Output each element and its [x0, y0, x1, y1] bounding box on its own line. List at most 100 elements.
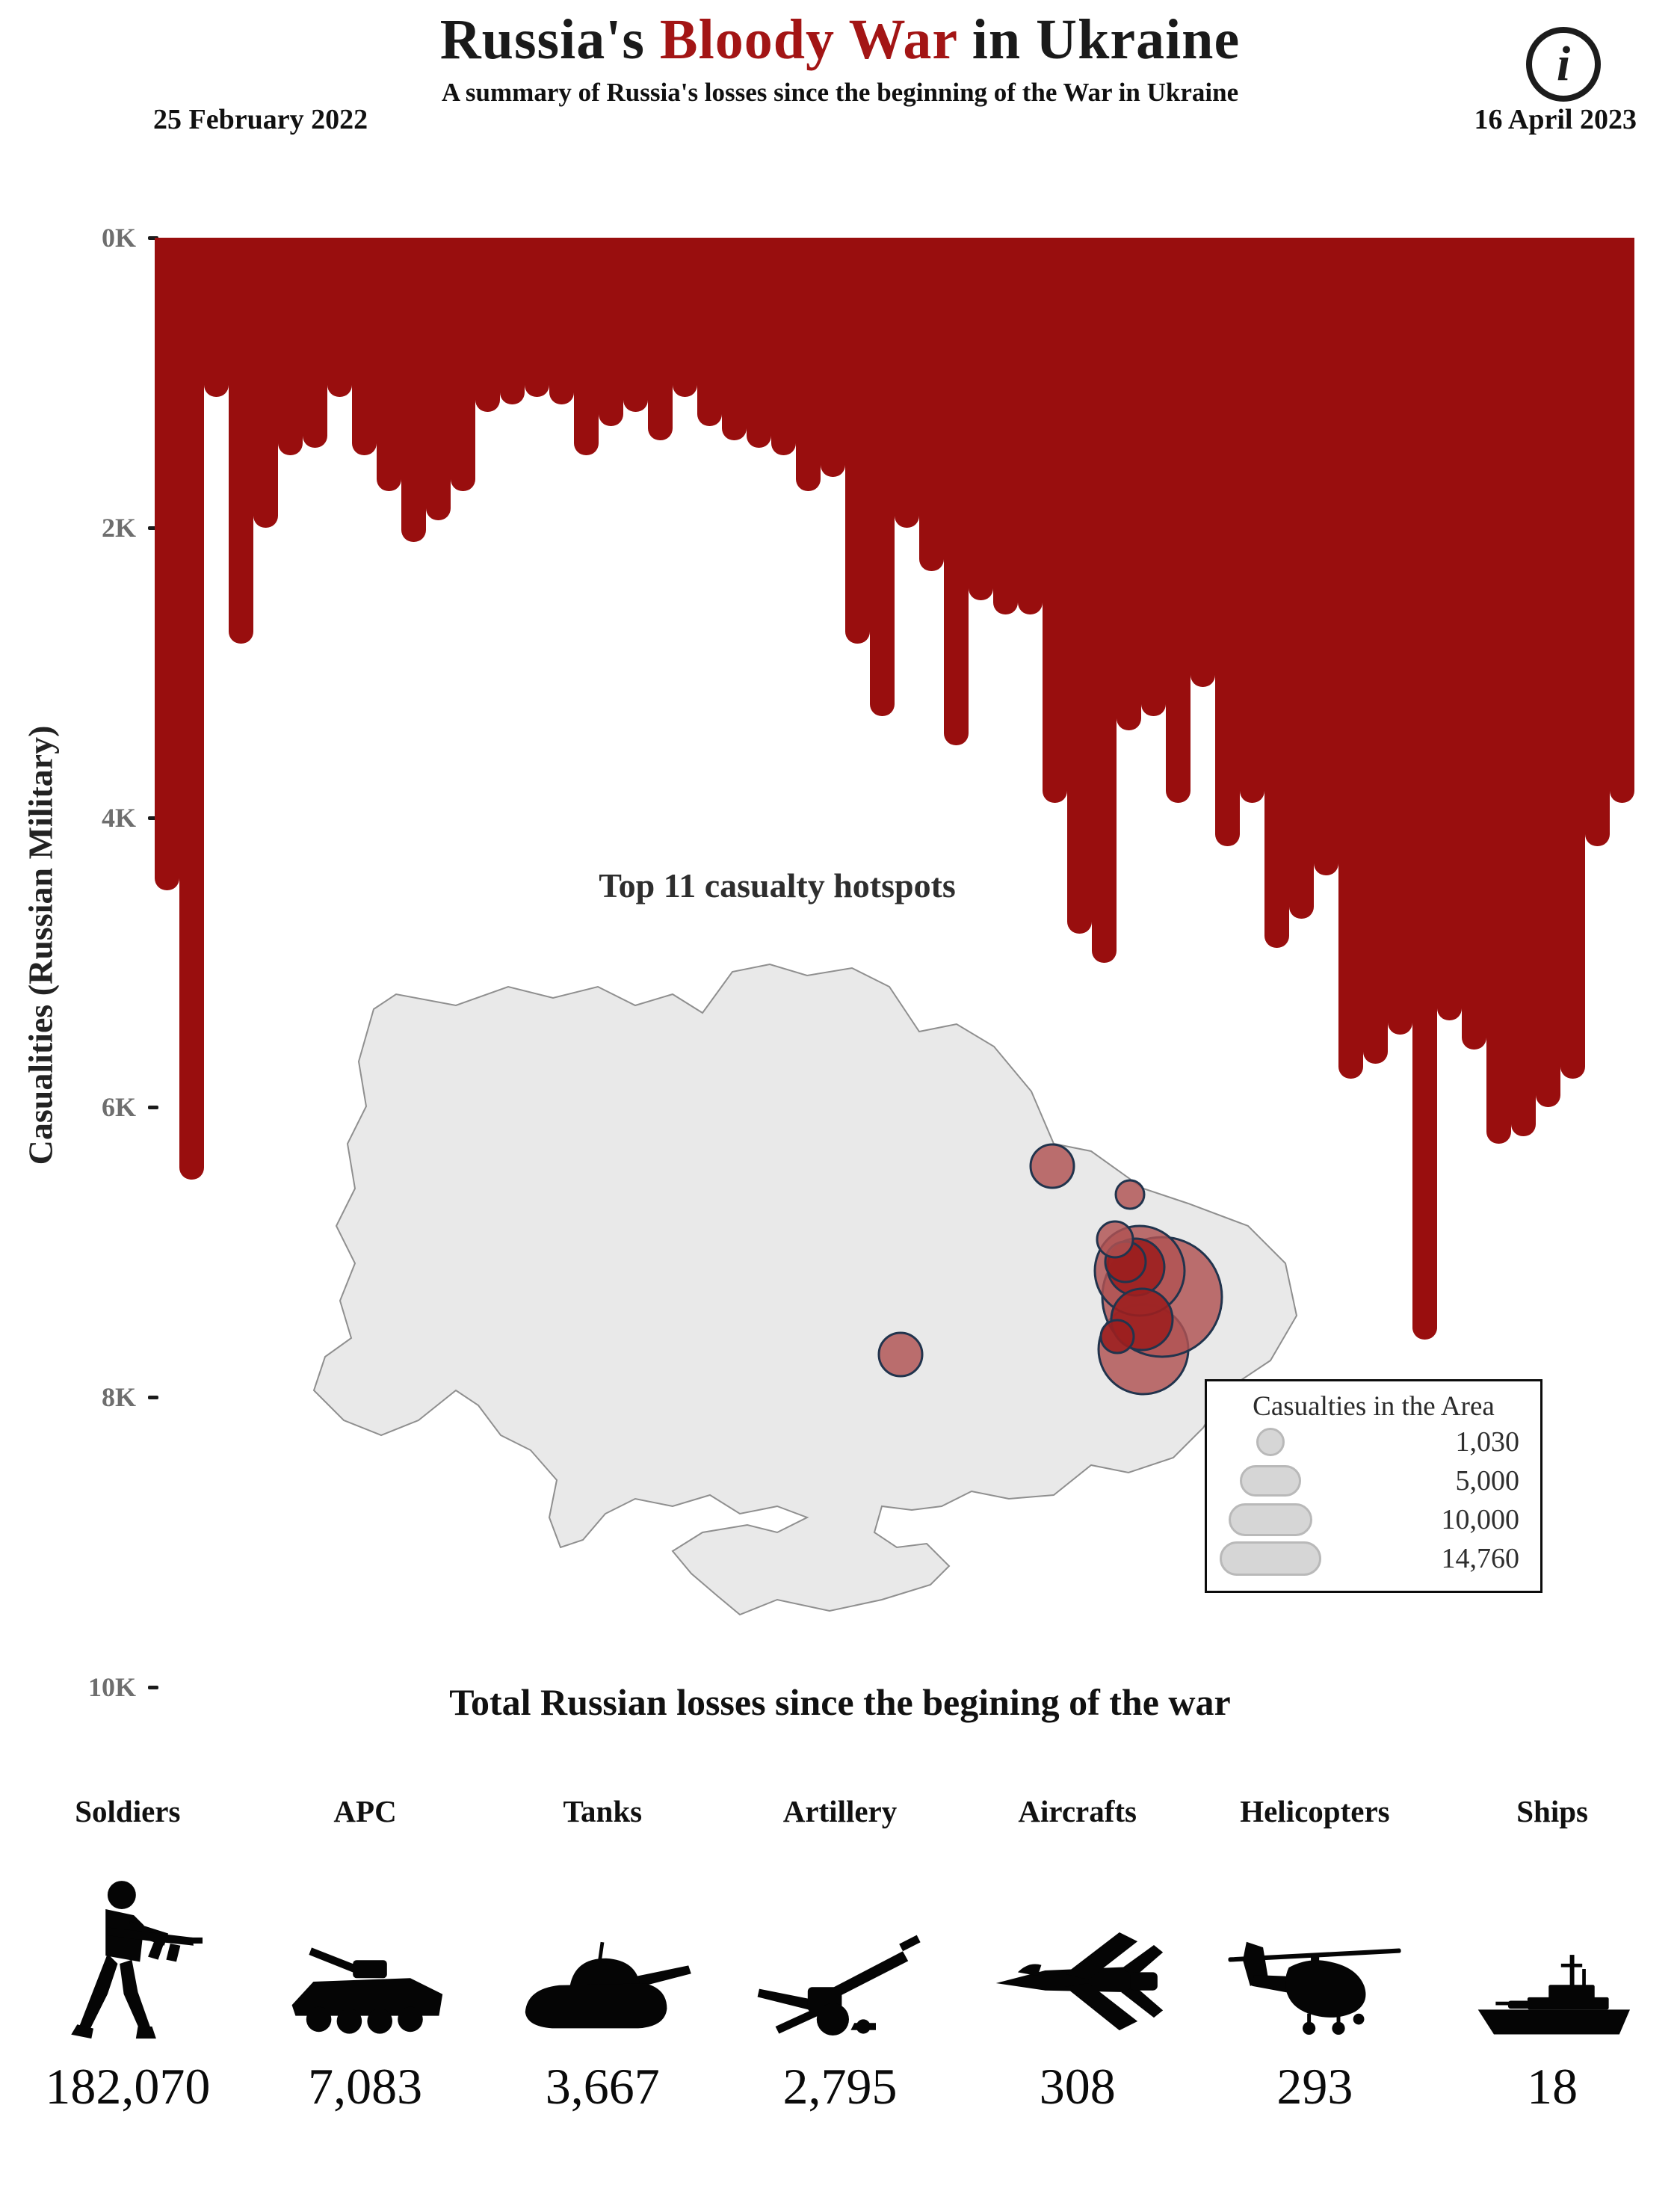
casualty-drip-bar [1190, 238, 1215, 688]
casualty-drip-bar [1462, 238, 1486, 1050]
bubble-size-icon [1220, 1541, 1321, 1576]
stat-label: Helicopters [1240, 1794, 1390, 1828]
casualty-drip-bar [1117, 238, 1141, 731]
casualty-drip-bar [722, 238, 747, 441]
y-tick-mark [148, 1396, 158, 1400]
stat-value: 7,083 [308, 2058, 423, 2115]
casualty-drip-bar [771, 238, 796, 455]
casualty-drip-bar [1043, 238, 1067, 804]
bubble-size-icon [1256, 1428, 1285, 1456]
stat-value: 2,795 [782, 2058, 898, 2115]
casualty-drip-bar [1412, 238, 1437, 1340]
casualty-drip-bar [969, 238, 993, 600]
y-tick-mark [148, 816, 158, 820]
casualty-drip-bar [1141, 238, 1166, 716]
casualty-drip-bar [500, 238, 525, 404]
casualty-drip-bar [1437, 238, 1462, 1021]
stat-value: 293 [1276, 2058, 1353, 2115]
artillery-icon [750, 1852, 930, 2047]
stat-ships: Ships 18 [1433, 1770, 1671, 2116]
casualty-drip-bar [919, 238, 944, 571]
y-tick-mark [148, 236, 158, 240]
casualty-drip-bar [574, 238, 599, 455]
casualty-drip-bar [1240, 238, 1264, 804]
casualty-drip-bar [525, 238, 549, 398]
casualty-drip-bar [993, 238, 1018, 615]
y-tick-label: 10K [87, 1672, 136, 1702]
page-title: Russia's Bloody War in Ukraine [0, 7, 1680, 73]
casualty-drip-bar [229, 238, 253, 644]
casualty-drip-bar [377, 238, 401, 492]
stat-helicopters: Helicopters 293 [1196, 1770, 1434, 2116]
stat-label: Artillery [782, 1794, 898, 1828]
map-title: Top 11 casualty hotspots [599, 866, 956, 904]
casualty-drip-bar [623, 238, 648, 412]
timeline-end-date: 16 April 2023 [1474, 104, 1637, 135]
y-tick-label: 0K [101, 223, 136, 253]
stat-label: APC [333, 1794, 397, 1828]
casualty-drip-bar [1215, 238, 1240, 847]
casualty-drip-bar [1363, 238, 1388, 1064]
casualty-drip-bar [253, 238, 278, 528]
casualty-drip-chart [155, 238, 1634, 1687]
title-highlight: Bloody War [659, 8, 957, 71]
casualty-drip-bar [1018, 238, 1043, 615]
stat-value: 182,070 [45, 2058, 211, 2115]
casualty-drip-bar [1338, 238, 1363, 1079]
casualty-drip-bar [1264, 238, 1289, 949]
stat-soldiers: Soldiers 182,070 [9, 1770, 247, 2116]
legend-value: 10,000 [1441, 1504, 1520, 1535]
casualty-drip-bar [1092, 238, 1117, 963]
stat-tanks: Tanks 3,667 [484, 1770, 721, 2116]
legend-row: 10,000 [1207, 1500, 1540, 1539]
timeline-start-date: 25 February 2022 [153, 104, 368, 135]
casualty-hotspot-bubble [1096, 1220, 1134, 1259]
stat-aircrafts: Aircrafts 308 [959, 1770, 1196, 2116]
casualty-hotspot-bubble [1029, 1143, 1075, 1189]
ukraine-outline [312, 963, 1298, 1616]
casualty-drip-bar [303, 238, 327, 449]
legend-row: 14,760 [1207, 1539, 1540, 1578]
casualty-drip-bar [870, 238, 895, 716]
casualty-drip-bar [599, 238, 623, 427]
stat-value: 18 [1527, 2058, 1578, 2115]
tank-icon [513, 1852, 692, 2047]
casualty-hotspot-bubble [1114, 1179, 1146, 1210]
casualty-drip-bar [327, 238, 352, 398]
map-legend: Casualties in the Area 1,030 5,000 10,00… [1205, 1379, 1542, 1593]
casualty-drip-bar [426, 238, 451, 521]
legend-title: Casualties in the Area [1253, 1391, 1495, 1422]
casualty-drip-bar [673, 238, 697, 398]
legend-value: 5,000 [1455, 1465, 1520, 1497]
casualty-drip-bar [1166, 238, 1190, 804]
y-tick-mark [148, 526, 158, 530]
bubble-size-icon [1229, 1503, 1312, 1536]
casualty-drip-bar [204, 238, 229, 398]
casualty-drip-bar [401, 238, 426, 543]
y-tick-label: 2K [101, 512, 136, 543]
info-icon[interactable]: i [1526, 27, 1601, 102]
casualty-drip-bar [1067, 238, 1092, 934]
ship-icon [1459, 1852, 1646, 2047]
soldier-icon [53, 1852, 203, 2047]
casualty-drip-bar [1560, 238, 1585, 1079]
casualty-drip-bar [796, 238, 821, 492]
casualty-drip-bar [278, 238, 303, 455]
y-tick-label: 4K [101, 802, 136, 833]
stat-value: 308 [1039, 2058, 1116, 2115]
casualty-drip-bar [1585, 238, 1610, 847]
stat-artillery: Artillery 2,795 [721, 1770, 959, 2116]
hotspot-bubbles [877, 1143, 1223, 1396]
legend-value: 14,760 [1441, 1543, 1520, 1574]
casualty-drip-bar [1610, 238, 1634, 804]
legend-value: 1,030 [1455, 1426, 1520, 1458]
casualty-drip-bar [697, 238, 722, 427]
casualty-drip-bar [352, 238, 377, 455]
stat-value: 3,667 [545, 2058, 660, 2115]
casualty-drip-bar [1388, 238, 1412, 1035]
stat-label: Soldiers [75, 1794, 181, 1828]
totals-grid: Soldiers 182,070 APC [9, 1770, 1671, 2116]
stat-label: Tanks [563, 1794, 643, 1828]
y-tick-mark [148, 1686, 158, 1689]
casualty-drip-bar [1511, 238, 1536, 1137]
